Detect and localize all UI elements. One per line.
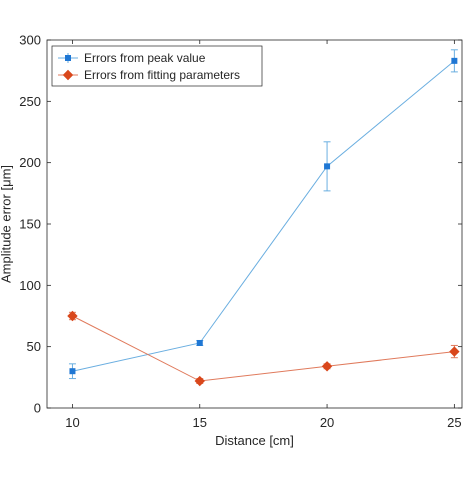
x-axis: 10 15 20 25 [65,40,462,430]
legend: Errors from peak value Errors from fittin… [51,45,263,87]
series-line [72,315,455,382]
series-1 [68,49,458,380]
x-tick-label: 20 [320,415,334,430]
y-tick-label: 300 [19,33,41,48]
y-tick-label: 0 [34,401,41,416]
legend-marker [65,55,71,61]
y-axis: 0 50 100 150 200 250 300 [19,33,462,416]
x-tick-label: 25 [447,415,461,430]
y-tick-label: 200 [19,155,41,170]
series-2 [67,310,460,387]
data-point [69,368,76,375]
legend-box [51,45,263,87]
y-tick-label: 50 [27,339,41,354]
data-point [449,346,460,357]
series-layer [67,49,460,387]
x-tick-label: 15 [193,415,207,430]
series-line [72,60,455,372]
plot-frame [46,39,463,409]
data-point [321,361,333,372]
data-point [196,339,203,346]
legend-marker [62,69,74,81]
legend-label: Errors from peak value [84,51,206,65]
y-tick-label: 100 [19,278,41,293]
data-point [67,310,78,322]
y-tick-label: 250 [19,94,41,109]
legend-label: Errors from fitting parameters [84,68,240,82]
plot-border [46,39,463,409]
y-axis-label: Amplitude error [μm] [0,165,13,283]
y-tick-label: 150 [19,217,41,232]
data-point [451,57,458,64]
data-point [324,163,331,170]
x-axis-label: Distance [cm] [215,433,294,448]
data-point [194,375,205,387]
legend-item-2: Errors from fitting parameters [58,68,240,82]
legend-item-1: Errors from peak value [58,51,206,65]
x-tick-label: 10 [65,415,79,430]
